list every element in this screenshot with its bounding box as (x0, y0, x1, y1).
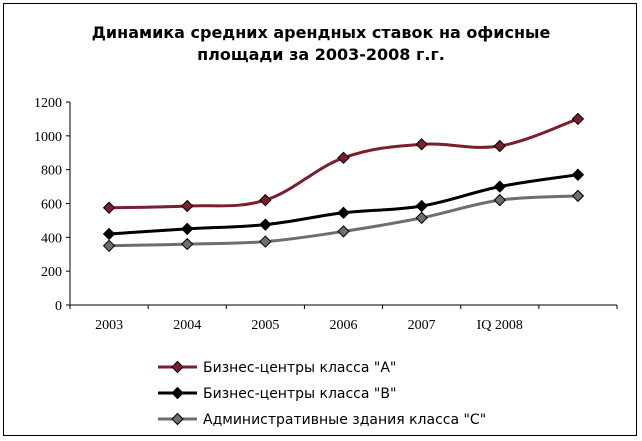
data-point (571, 112, 585, 126)
legend-label: Бизнес-центры класса "A" (203, 360, 396, 376)
x-tick-label: 2005 (251, 318, 279, 333)
y-axis-ticks: 0 200 400 600 800 1000 1200 (34, 96, 70, 314)
data-point (571, 189, 585, 203)
y-tick-label: 1200 (34, 96, 62, 111)
title-line-1: Динамика средних арендных ставок на офис… (92, 23, 551, 42)
x-tick-label: 2007 (408, 318, 436, 333)
series-line (109, 194, 578, 248)
data-point (181, 222, 194, 236)
y-tick-label: 800 (41, 164, 62, 179)
series-layer (102, 112, 585, 252)
data-point (259, 218, 272, 231)
chart-title: Динамика средних арендных ставок на офис… (92, 23, 551, 64)
x-tick-label: 2003 (95, 318, 123, 333)
data-point (102, 239, 116, 252)
series-0 (102, 112, 585, 214)
data-point (415, 138, 428, 151)
data-point (415, 199, 428, 213)
data-point (493, 139, 506, 153)
legend-item: Бизнес-центры класса "A" (158, 360, 396, 376)
x-axis-ticks: 2003 2004 2005 2006 2007 IQ 2008 (69, 305, 618, 333)
data-point (493, 180, 506, 193)
legend-marker (171, 360, 184, 374)
legend: Бизнес-центры класса "A" Бизнес-центры кл… (158, 360, 486, 428)
data-point (571, 168, 585, 181)
y-tick-label: 400 (41, 231, 62, 246)
y-tick-label: 0 (55, 299, 62, 314)
data-point (102, 201, 116, 214)
chart-frame (3, 3, 637, 436)
legend-marker (171, 386, 184, 400)
x-tick-label: 2006 (330, 318, 358, 333)
legend-marker (171, 412, 184, 426)
data-point (181, 199, 194, 213)
data-point (415, 211, 428, 225)
x-tick-label: 2004 (173, 318, 201, 333)
legend-item: Административные здания класса "C" (158, 412, 486, 428)
series-2 (102, 189, 585, 252)
y-tick-label: 1000 (34, 130, 62, 145)
title-line-2: площади за 2003-2008 г.г. (197, 45, 445, 64)
series-1 (102, 168, 585, 241)
legend-label: Административные здания класса "C" (203, 412, 486, 428)
legend-item: Бизнес-центры класса "B" (158, 386, 396, 402)
data-point (337, 151, 350, 165)
data-point (259, 235, 272, 248)
data-point (181, 237, 194, 251)
data-point (493, 193, 506, 207)
x-tick-label: IQ 2008 (477, 318, 523, 333)
y-tick-label: 600 (41, 198, 62, 213)
data-point (102, 227, 116, 241)
series-line (108, 173, 579, 236)
y-tick-label: 200 (41, 265, 62, 280)
data-point (259, 193, 272, 207)
data-point (337, 206, 350, 220)
data-point (337, 225, 350, 238)
legend-label: Бизнес-центры класса "B" (203, 386, 396, 402)
